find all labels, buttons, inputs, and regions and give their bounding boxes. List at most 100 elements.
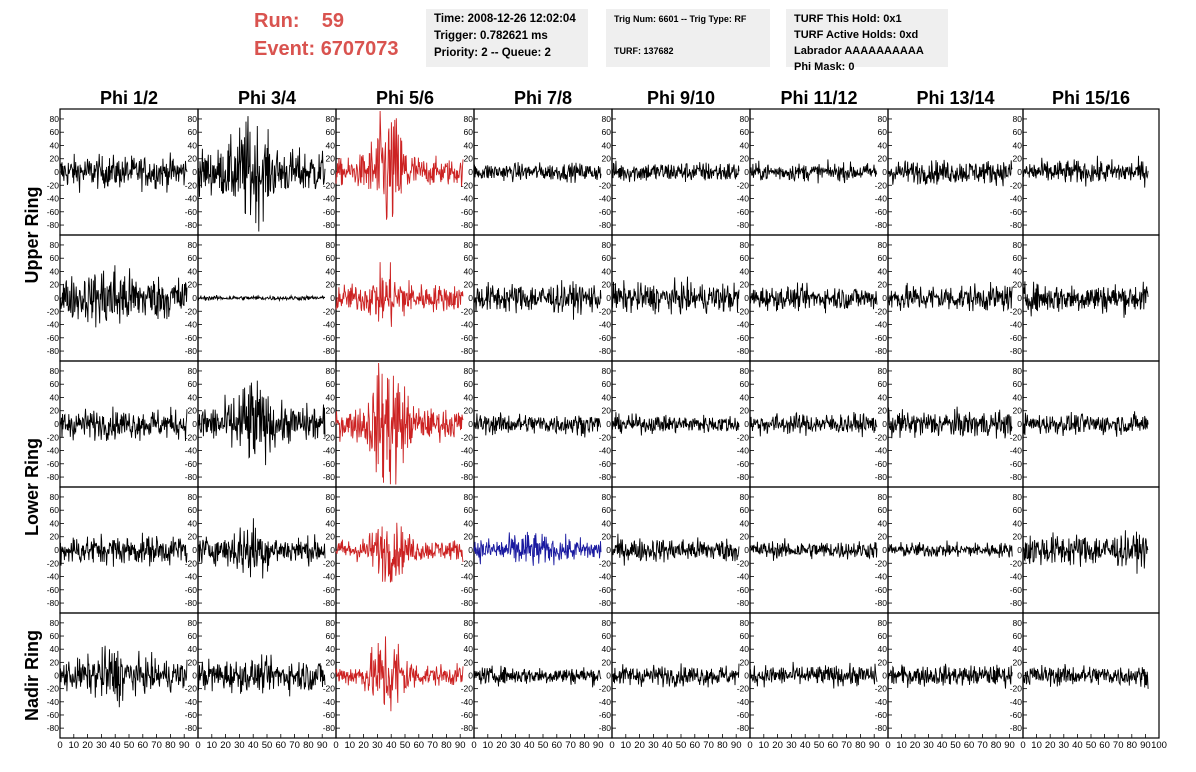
ytick-label-8-1: 60	[50, 253, 60, 263]
ytick-label-39-8: -80	[1010, 723, 1023, 733]
ytick-label-8-6: -40	[47, 320, 60, 330]
xtick-label-3-1: 10	[483, 740, 494, 751]
ytick-label-32-3: 20	[50, 657, 60, 667]
ytick-label-33-7: -60	[185, 710, 198, 720]
xtick-label-0-2: 20	[82, 740, 93, 751]
xtick-label-4-9: 90	[731, 740, 742, 751]
ytick-label-26-2: 40	[326, 518, 336, 528]
ytick-label-35-5: -20	[461, 684, 474, 694]
ytick-label-37-6: -40	[737, 697, 750, 707]
waveform-trace-21	[749, 411, 878, 438]
ytick-label-38-6: -40	[875, 697, 888, 707]
xtick-label-5-7: 70	[841, 740, 852, 751]
xtick-label-2-3: 30	[372, 740, 383, 751]
ytick-label-5-8: -80	[737, 220, 750, 230]
row-group-label-1: Lower Ring	[22, 438, 42, 536]
ytick-label-16-6: -40	[47, 446, 60, 456]
row-group-label-0: Upper Ring	[22, 187, 42, 284]
xtick-label-1-0: 0	[195, 740, 200, 751]
ytick-label-2-5: -20	[323, 180, 336, 190]
ytick-label-24-8: -80	[47, 598, 60, 608]
ytick-label-18-3: 20	[326, 406, 336, 416]
ytick-label-6-1: 60	[878, 127, 888, 137]
ytick-label-34-6: -40	[323, 697, 336, 707]
ytick-label-37-7: -60	[737, 710, 750, 720]
xtick-label-1-5: 50	[262, 740, 273, 751]
ytick-label-18-5: -20	[323, 432, 336, 442]
ytick-label-20-2: 40	[602, 392, 612, 402]
ytick-label-31-2: 40	[1013, 518, 1023, 528]
ytick-label-16-5: -20	[47, 432, 60, 442]
ytick-label-39-2: 40	[1013, 644, 1023, 654]
ytick-label-27-0: 80	[464, 492, 474, 502]
panel-frame-5	[749, 108, 889, 236]
ytick-label-1-2: 40	[188, 140, 198, 150]
info-trigger: Trigger: 0.782621 ms	[434, 30, 548, 42]
ytick-label-18-4: 0	[330, 419, 335, 429]
ytick-label-10-2: 40	[326, 266, 336, 276]
xtick-label-7-6: 60	[1099, 740, 1110, 751]
waveform-trace-6	[887, 159, 1013, 187]
waveform-trace-1	[197, 116, 326, 232]
ytick-label-26-1: 60	[326, 505, 336, 515]
xtick-label-6-0: 0	[885, 740, 890, 751]
xtick-label-5-5: 50	[814, 740, 825, 751]
ytick-label-32-6: -40	[47, 697, 60, 707]
ytick-label-35-3: 20	[464, 657, 474, 667]
ytick-label-19-2: 40	[464, 392, 474, 402]
waveform-trace-11	[473, 280, 602, 320]
ytick-label-17-8: -80	[185, 472, 198, 482]
ytick-label-25-1: 60	[188, 505, 198, 515]
ytick-label-23-5: -20	[1010, 432, 1023, 442]
ytick-label-33-2: 40	[188, 644, 198, 654]
info-labrador: Labrador AAAAAAAAAA	[794, 45, 924, 57]
xtick-label-0-3: 30	[96, 740, 107, 751]
xtick-label-7-7: 70	[1113, 740, 1124, 751]
xtick-label-6-9: 90	[1004, 740, 1015, 751]
ytick-label-38-4: 0	[882, 671, 887, 681]
xtick-label-4-4: 40	[662, 740, 673, 751]
xtick-label-1-6: 60	[276, 740, 287, 751]
xtick-label-2-1: 10	[345, 740, 356, 751]
ytick-label-13-7: -60	[737, 333, 750, 343]
ytick-label-11-1: 60	[464, 253, 474, 263]
ytick-label-6-7: -60	[875, 207, 888, 217]
xtick-label-5-1: 10	[759, 740, 770, 751]
xtick-label-3-0: 0	[471, 740, 476, 751]
xtick-label-7-8: 80	[1127, 740, 1138, 751]
ytick-label-6-3: 20	[878, 154, 888, 164]
xtick-label-4-5: 50	[676, 740, 687, 751]
ytick-label-9-3: 20	[188, 280, 198, 290]
ytick-label-29-1: 60	[740, 505, 750, 515]
xtick-label-3-9: 90	[593, 740, 604, 751]
hold-info-box: TURF This Hold: 0x1 TURF Active Holds: 0…	[786, 9, 948, 73]
ytick-label-9-5: -20	[185, 306, 198, 316]
ytick-label-16-2: 40	[50, 392, 60, 402]
ytick-label-2-8: -80	[323, 220, 336, 230]
ytick-label-37-2: 40	[740, 644, 750, 654]
ytick-label-35-1: 60	[464, 631, 474, 641]
xtick-label-4-3: 30	[648, 740, 659, 751]
ytick-label-5-5: -20	[737, 180, 750, 190]
xtick-label-0-7: 70	[151, 740, 162, 751]
xtick-label-5-3: 30	[786, 740, 797, 751]
ytick-label-2-2: 40	[326, 140, 336, 150]
ytick-label-12-5: -20	[599, 306, 612, 316]
ytick-label-33-4: 0	[192, 671, 197, 681]
ytick-label-37-5: -20	[737, 684, 750, 694]
ytick-label-6-8: -80	[875, 220, 888, 230]
event-number: Event: 6707073	[254, 38, 399, 61]
ytick-label-24-6: -40	[47, 572, 60, 582]
ytick-label-3-3: 20	[464, 154, 474, 164]
ytick-label-0-2: 40	[50, 140, 60, 150]
ytick-label-5-6: -40	[737, 194, 750, 204]
ytick-label-36-7: -60	[599, 710, 612, 720]
ytick-label-0-7: -60	[47, 207, 60, 217]
waveform-trace-0	[59, 152, 188, 193]
waveform-trace-34	[335, 636, 464, 712]
ytick-label-7-8: -80	[1010, 220, 1023, 230]
run-label: Run:	[254, 10, 300, 32]
ytick-label-18-2: 40	[326, 392, 336, 402]
ytick-label-4-1: 60	[602, 127, 612, 137]
ytick-label-20-0: 80	[602, 366, 612, 376]
